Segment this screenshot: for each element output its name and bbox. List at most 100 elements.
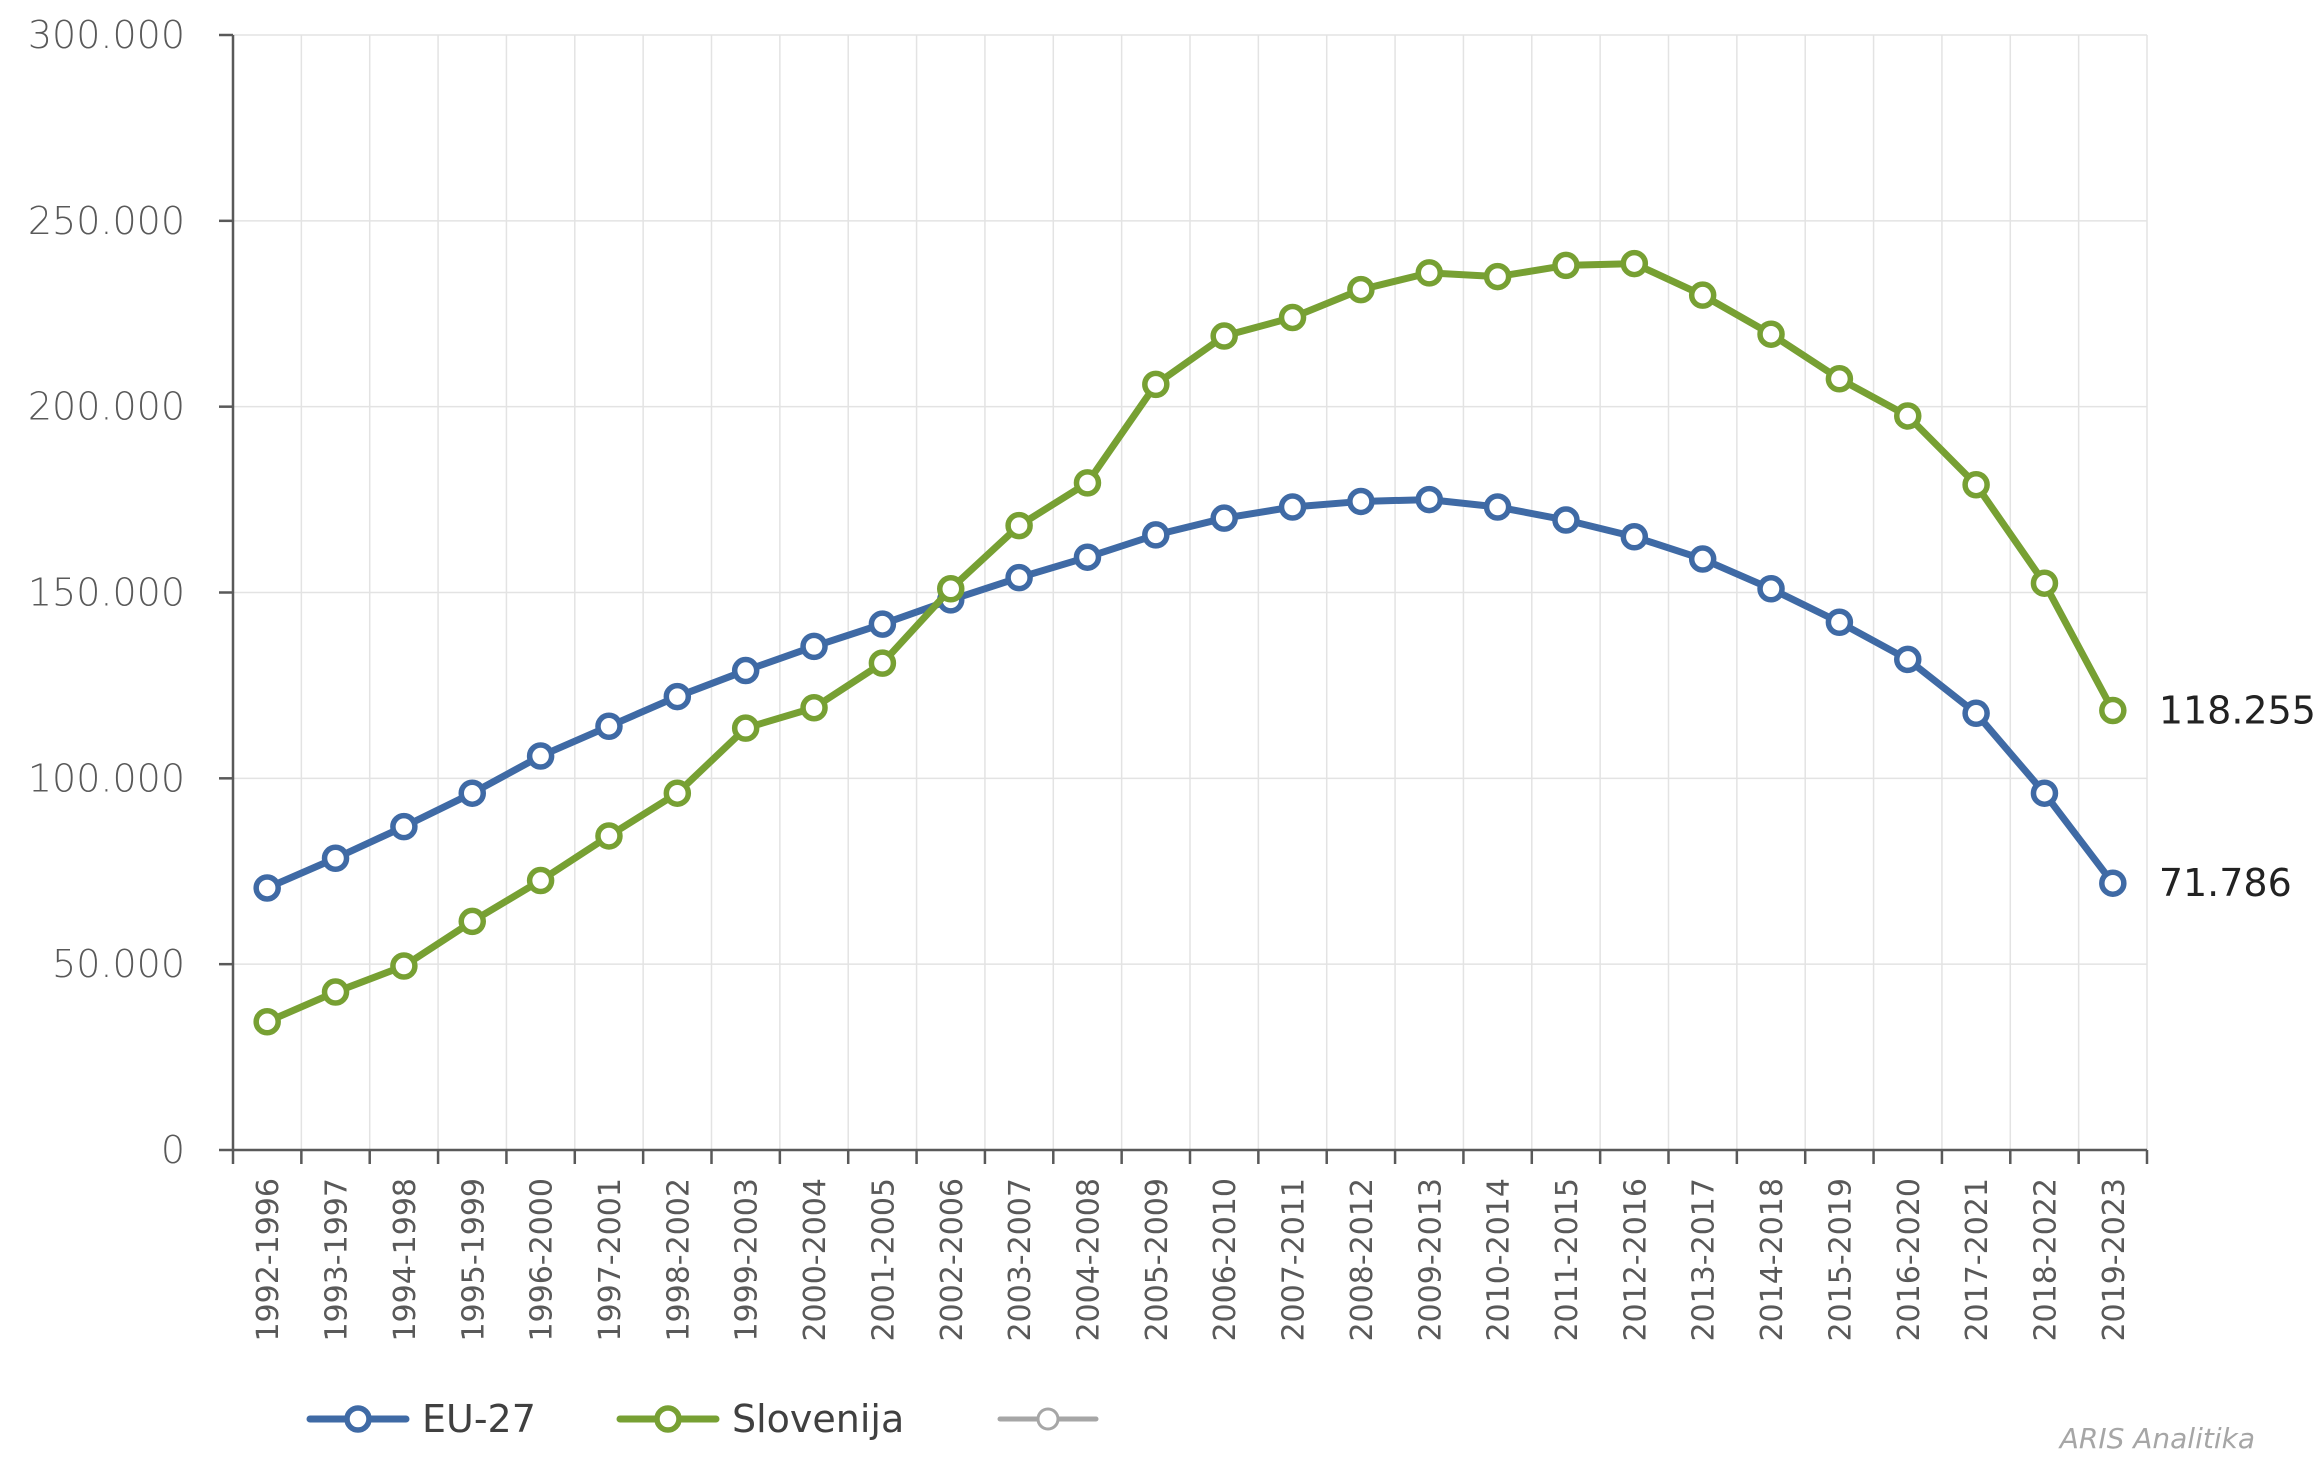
data-point [1894, 645, 1922, 674]
legend-marker [344, 1405, 372, 1433]
data-point [1483, 493, 1512, 521]
x-tick-label: 2006-2010 [1208, 1178, 1243, 1342]
data-point [1620, 523, 1649, 551]
data-point [1005, 511, 1033, 540]
data-point [937, 575, 965, 603]
data-point [1962, 470, 1990, 499]
data-point [526, 742, 555, 770]
gridlines [233, 34, 2148, 1150]
y-tick-label: 100.000 [28, 756, 185, 800]
x-tick-label: 2016-2020 [1892, 1178, 1927, 1342]
data-point [800, 632, 828, 661]
data-point [321, 844, 350, 872]
credit-text: ARIS Analitika [2058, 1422, 2255, 1455]
data-point [458, 779, 486, 807]
data-point [458, 907, 486, 936]
data-point [1825, 608, 1854, 636]
data-point [526, 866, 555, 895]
x-tick-label: 2018-2022 [2028, 1178, 2063, 1342]
y-tick-label: 50.000 [52, 942, 185, 986]
x-tick-label: 1996-2000 [525, 1178, 560, 1342]
axes [219, 33, 2149, 1164]
x-tick-label: 2009-2013 [1413, 1178, 1448, 1342]
y-axis-ticks: 0 50.000 100.000 150.000 200.000 250.000 300.0… [28, 13, 185, 1172]
y-tick-label: 300.000 [28, 13, 185, 57]
series-layer [253, 249, 2127, 1036]
data-point [595, 822, 623, 850]
x-tick-label: 2014-2018 [1755, 1178, 1790, 1342]
x-tick-label: 1998-2002 [661, 1178, 696, 1342]
data-point [868, 610, 897, 638]
data-point [595, 712, 623, 741]
y-tick-label: 0 [161, 1128, 185, 1172]
x-tick-label: 2011-2015 [1550, 1178, 1585, 1342]
data-point [1825, 365, 1854, 393]
x-tick-label: 1992-1996 [251, 1178, 286, 1342]
x-tick-label: 2004-2008 [1071, 1178, 1106, 1342]
legend-marker [1036, 1407, 1060, 1431]
x-tick-label: 2000-2004 [798, 1178, 833, 1342]
data-point [1347, 487, 1375, 516]
end-value-label: 71.786 [2159, 861, 2292, 905]
data-point [1620, 249, 1649, 278]
data-point [1278, 303, 1307, 332]
y-tick-label: 200.000 [28, 385, 185, 429]
data-point [1894, 402, 1922, 430]
end-labels: 71.786 118.255 [2159, 688, 2316, 905]
x-tick-label: 1994-1998 [388, 1178, 423, 1342]
x-tick-label: 2007-2011 [1277, 1178, 1312, 1342]
x-tick-label: 2012-2016 [1618, 1178, 1653, 1342]
end-value-label: 118.255 [2159, 688, 2316, 732]
data-point [1415, 259, 1443, 287]
data-point [390, 812, 418, 841]
data-point [1005, 563, 1033, 592]
data-point [1073, 543, 1102, 571]
x-tick-label: 1997-2001 [593, 1178, 628, 1342]
x-tick-label: 2015-2019 [1823, 1178, 1858, 1342]
data-point [1688, 545, 1717, 573]
legend-marker [654, 1405, 682, 1433]
x-tick-label: 2003-2007 [1003, 1178, 1038, 1342]
data-point [2099, 869, 2127, 897]
data-point [731, 714, 760, 742]
legend-label: Slovenija [732, 1397, 904, 1441]
y-tick-label: 150.000 [28, 571, 185, 615]
x-tick-label: 2008-2012 [1345, 1178, 1380, 1342]
x-tick-label: 1993-1997 [320, 1178, 355, 1342]
data-point [1073, 469, 1102, 497]
data-point [731, 656, 760, 685]
legend: EU-27 Slovenija [306, 1397, 1099, 1441]
data-point [2030, 569, 2059, 597]
x-axis-ticks: 1992-1996 1993-1997 1994-1998 1995-1999 1996… [251, 1178, 2132, 1342]
data-point [1142, 521, 1170, 549]
data-point [2030, 779, 2059, 807]
data-point [1347, 275, 1375, 304]
data-point [800, 693, 828, 722]
data-point [1415, 485, 1443, 514]
x-tick-label: 1999-2003 [730, 1178, 765, 1342]
x-tick-label: 2005-2009 [1140, 1178, 1175, 1342]
y-tick-label: 250.000 [28, 199, 185, 243]
data-point [253, 1008, 281, 1036]
data-point [321, 978, 350, 1006]
legend-label: EU-27 [422, 1397, 536, 1441]
data-point [1552, 506, 1580, 534]
data-point [390, 952, 418, 980]
data-point [663, 779, 692, 807]
x-tick-label: 1995-1999 [456, 1178, 491, 1342]
data-point [1962, 699, 1990, 728]
data-point [868, 649, 897, 677]
data-point [2099, 696, 2127, 725]
x-tick-label: 2002-2006 [935, 1178, 970, 1342]
data-point [1552, 251, 1580, 280]
data-point [1210, 322, 1238, 350]
data-point [1210, 504, 1238, 532]
data-point [1757, 575, 1785, 603]
x-tick-label: 2010-2014 [1482, 1178, 1517, 1342]
data-point [1483, 262, 1512, 291]
x-tick-label: 2017-2021 [1960, 1178, 1995, 1342]
x-tick-label: 2019-2023 [2097, 1178, 2132, 1342]
data-point [1278, 493, 1307, 521]
data-point [1688, 281, 1717, 309]
